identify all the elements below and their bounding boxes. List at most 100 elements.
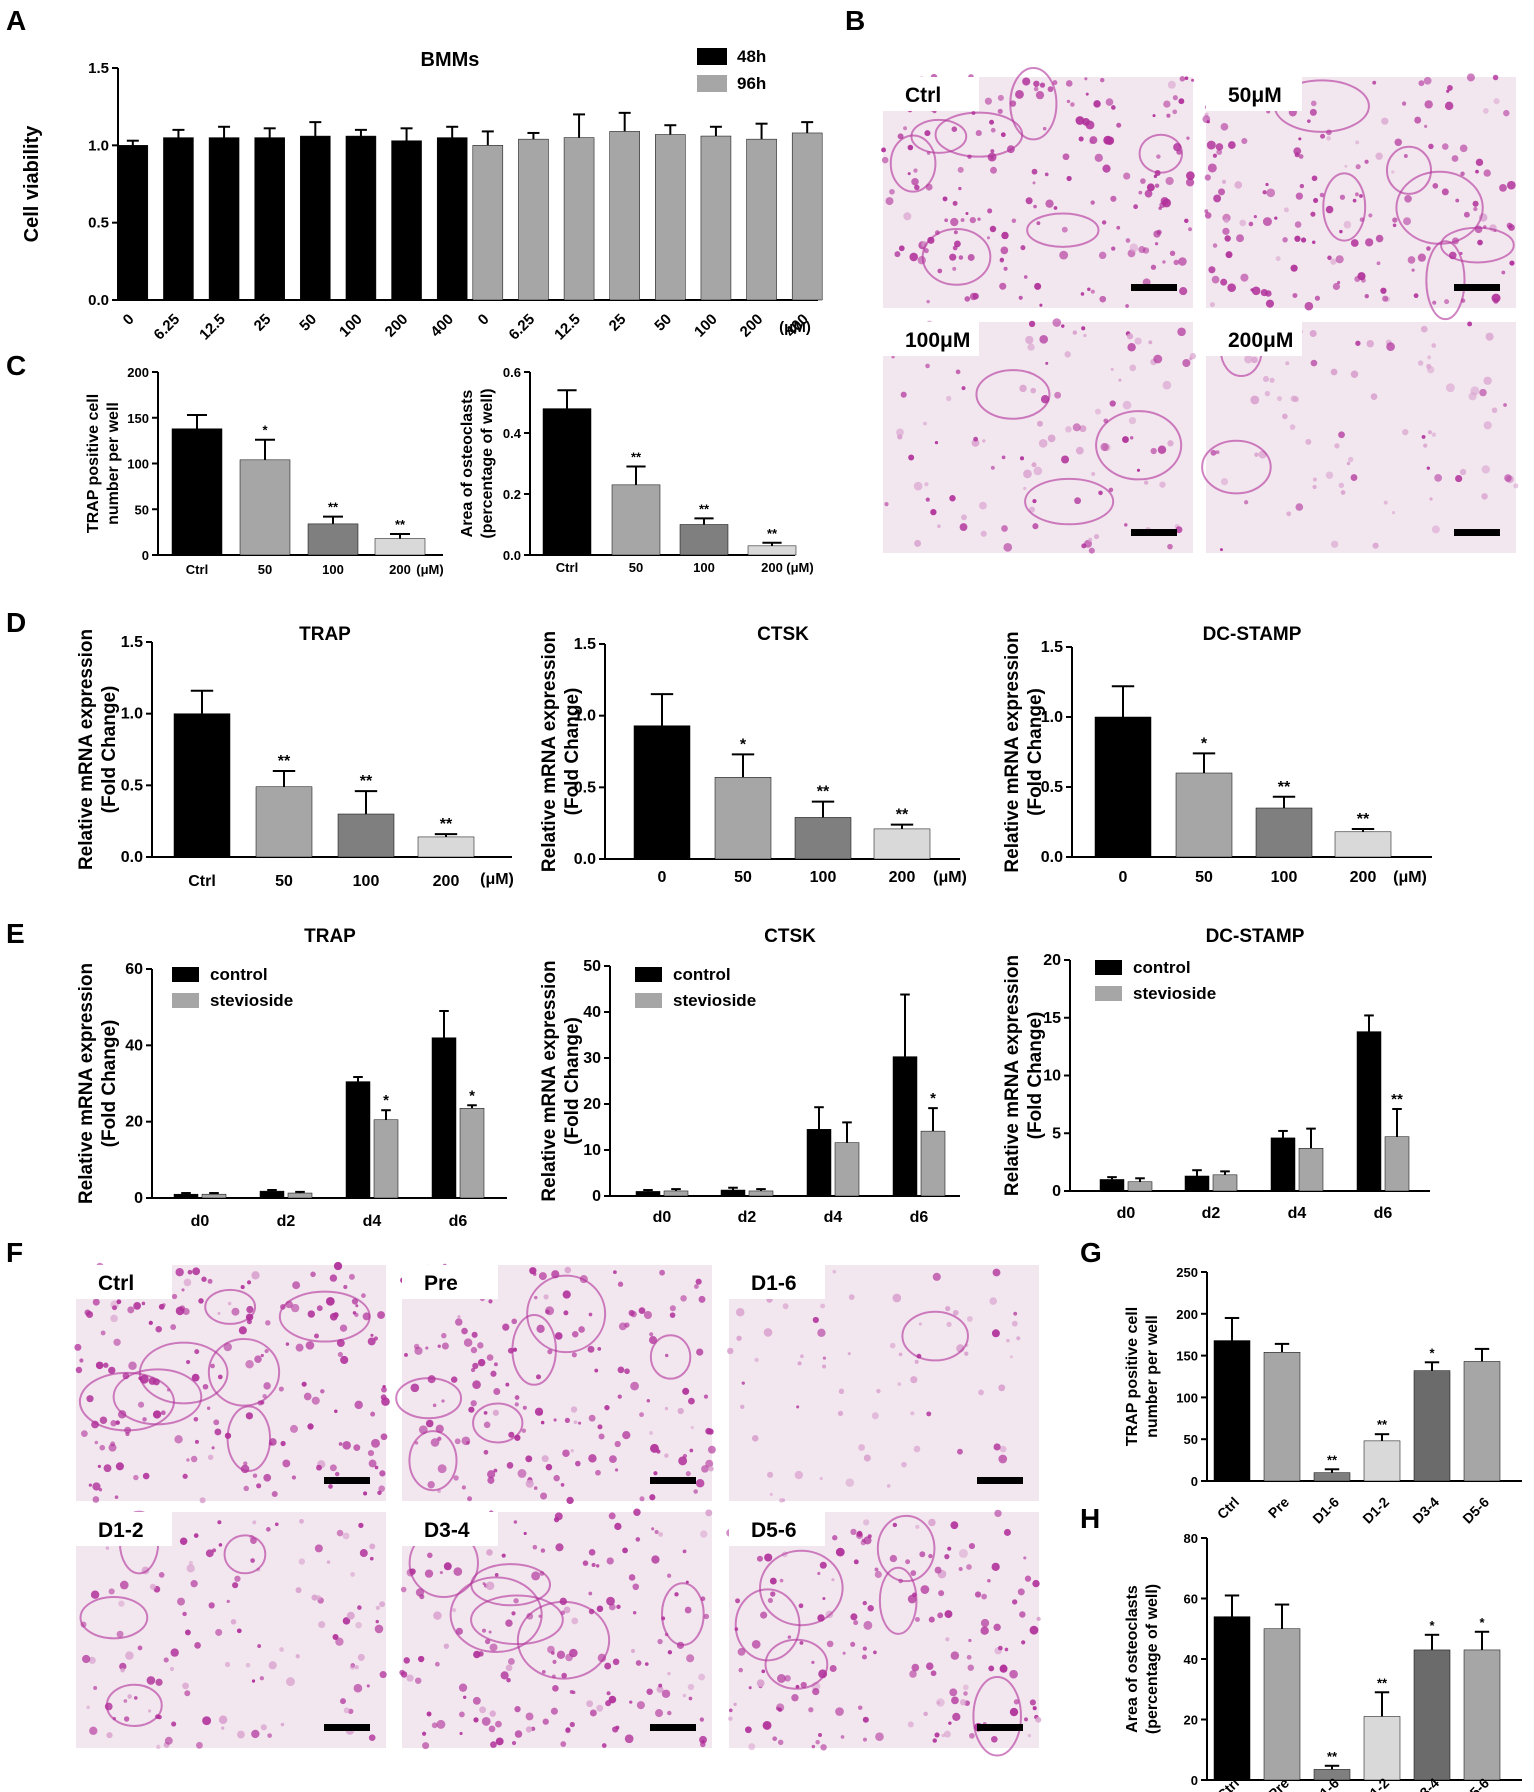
chart-c1-y-tick-label: 0 — [142, 548, 149, 563]
micrograph-b-1-cell — [1404, 194, 1412, 203]
micrograph-b-0-cell — [1154, 183, 1160, 188]
micrograph-f-4-cell — [588, 1591, 593, 1596]
micrograph-f-1-background — [402, 1265, 712, 1501]
micrograph-f-2-cell — [910, 1376, 918, 1384]
chart-e3-legend-label: control — [1133, 958, 1191, 977]
chart-e2-control-bar — [635, 1191, 661, 1197]
micrograph-b-1-cell — [1423, 76, 1432, 85]
micrograph-b-0-cell — [1105, 98, 1114, 106]
micrograph-f-4-cell — [463, 1695, 467, 1699]
chart-g-bar — [1213, 1340, 1251, 1482]
micrograph-f-1-cell — [624, 1322, 630, 1328]
micrograph-f-4-cell — [667, 1650, 673, 1655]
micrograph-b-0-cell — [1080, 292, 1085, 296]
micrograph-b-1-cell — [1216, 149, 1223, 156]
micrograph-f-5-cell — [991, 1562, 1000, 1571]
micrograph-f-5-cell — [855, 1532, 864, 1540]
micrograph-f-3-cell — [88, 1656, 96, 1664]
micrograph-b-1-osteoclast — [1440, 226, 1515, 264]
micrograph-b-1-cell — [1475, 169, 1479, 174]
micrograph-b-3-cell — [1289, 424, 1296, 430]
micrograph-f-1-cell — [514, 1402, 519, 1407]
micrograph-f-0-cell — [282, 1459, 291, 1468]
micrograph-f-3-cell — [184, 1690, 191, 1697]
micrograph-f-3-cell — [369, 1543, 376, 1550]
micrograph-b-0-cell — [1087, 287, 1091, 292]
micrograph-f-0-osteoclast — [204, 1288, 257, 1325]
chart-e2-stevioside-bar — [920, 1130, 946, 1197]
chart-a-48h-bar — [208, 137, 240, 301]
micrograph-b-2-cell — [1134, 337, 1142, 345]
micrograph-f-1-osteoclast — [526, 1274, 607, 1354]
micrograph-b-0-osteoclast — [934, 111, 1024, 158]
micrograph-b-2-cell — [1075, 446, 1084, 455]
micrograph-b-2-cell — [1088, 537, 1093, 542]
chart-d2-bar — [714, 777, 772, 860]
micrograph-f-5-cell — [857, 1705, 863, 1710]
micrograph-b-2-cell — [961, 514, 967, 521]
chart-e1-stevioside-significance: * — [383, 1092, 389, 1109]
micrograph-b-1-cell — [1240, 273, 1249, 282]
micrograph-b-3-cell — [1431, 432, 1437, 437]
micrograph-b-0-cell — [1129, 243, 1139, 253]
micrograph-f-3-cell — [268, 1661, 277, 1670]
micrograph-f-0-cell — [353, 1444, 361, 1452]
micrograph-b-2-cell — [1122, 436, 1129, 443]
chart-e3-control-bar — [1099, 1179, 1125, 1192]
chart-e3-x-tick-label: d0 — [1117, 1205, 1136, 1222]
chart-e1-stevioside-bar — [459, 1108, 485, 1199]
micrograph-f-0-cell — [183, 1278, 192, 1287]
micrograph-f-0-cell — [103, 1464, 112, 1473]
micrograph-b-0-cell — [1178, 257, 1187, 266]
micrograph-f-0-cell — [202, 1383, 209, 1390]
micrograph-f-0-cell — [262, 1393, 267, 1399]
panel-label-g: G — [1080, 1237, 1102, 1268]
chart-a-48h-bar — [391, 140, 422, 301]
micrograph-b-2-cell — [1118, 378, 1122, 382]
micrograph-f-4-cell — [459, 1731, 463, 1736]
micrograph-f-1-cell — [508, 1431, 515, 1438]
micrograph-f-5-osteoclast — [876, 1514, 936, 1583]
micrograph-f-5-cell — [1019, 1611, 1026, 1618]
micrograph-b-2-label-box — [883, 322, 979, 356]
micrograph-f-3-cell — [374, 1624, 384, 1634]
micrograph-f-1-cell — [541, 1455, 549, 1463]
micrograph-f-1-cell — [664, 1406, 669, 1411]
micrograph-b-0-cell — [1156, 154, 1161, 159]
micrograph-f-1-cell — [525, 1455, 533, 1463]
micrograph-f-5-cell — [1032, 1706, 1037, 1711]
micrograph-f-0-cell — [246, 1280, 252, 1285]
micrograph-f-4-cell — [478, 1651, 484, 1657]
micrograph-f-0-cell — [342, 1441, 351, 1450]
micrograph-f-1-cell — [703, 1394, 709, 1399]
chart-g-y-tick-label: 150 — [1176, 1349, 1198, 1364]
micrograph-f-4-cell — [569, 1721, 575, 1728]
micrograph-b-0-cell — [989, 119, 995, 125]
micrograph-f-5-label-box — [729, 1512, 825, 1546]
micrograph-f-0-cell — [368, 1459, 377, 1468]
micrograph-f-3-cell — [357, 1653, 365, 1661]
micrograph-f-0-cell — [191, 1373, 200, 1382]
micrograph-b-2-cell — [961, 386, 966, 391]
micrograph-f-4-cell — [494, 1573, 499, 1577]
micrograph-b-1-cell — [1451, 155, 1459, 162]
chart-e2-control-bar — [892, 1056, 918, 1197]
micrograph-f-1-cell — [563, 1310, 569, 1316]
micrograph-f-2-cell — [945, 1305, 951, 1312]
micrograph-f-2-cell — [863, 1454, 871, 1462]
chart-a-96h-bar — [472, 145, 504, 301]
micrograph-b-0-cell — [1039, 303, 1043, 307]
micrograph-f-3-cell — [346, 1611, 355, 1620]
chart-a-x-tick-label: 0 — [475, 311, 493, 329]
micrograph-b-0-label-box — [883, 77, 979, 111]
micrograph-b-3-cell — [1330, 368, 1338, 376]
micrograph-f-5-cell — [777, 1739, 784, 1746]
micrograph-b-2-cell — [1039, 334, 1049, 344]
chart-e3-y-axis-label: (Fold Change) — [1025, 1012, 1046, 1140]
chart-a-y-tick-label: 0.5 — [88, 215, 109, 232]
chart-a-x-tick-label: 100 — [691, 311, 721, 341]
micrograph-f-5-cell — [910, 1570, 917, 1576]
micrograph-f-3-cell — [171, 1721, 177, 1727]
micrograph-b-2-cell — [1175, 526, 1183, 534]
micrograph-f-1-cell — [614, 1440, 621, 1448]
